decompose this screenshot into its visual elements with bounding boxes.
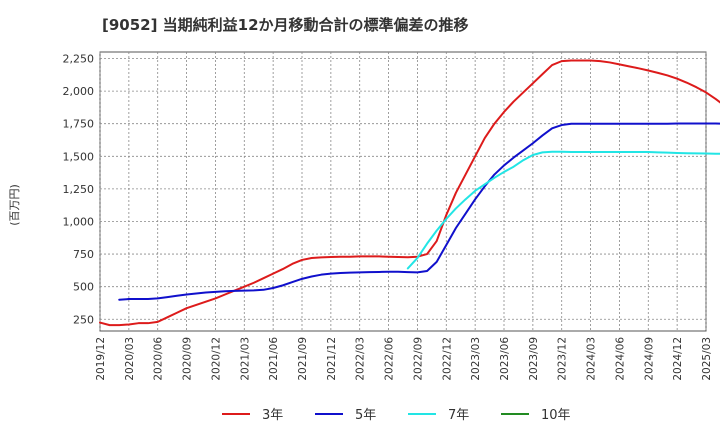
x-tick-label: 2022/03 xyxy=(355,337,367,381)
x-tick-label: 2023/06 xyxy=(499,337,511,381)
y-tick-label: 2,250 xyxy=(63,53,95,66)
y-tick-label: 1,000 xyxy=(63,215,95,228)
chart-title: [9052] 当期純利益12か月移動合計の標準偏差の推移 xyxy=(102,16,469,34)
x-tick-label: 2020/09 xyxy=(182,337,194,381)
x-tick-label: 2023/09 xyxy=(528,337,540,381)
legend-label: 10年 xyxy=(541,408,571,423)
x-tick-label: 2020/06 xyxy=(153,337,165,381)
y-axis-label: (百万円) xyxy=(8,184,21,226)
x-axis-tick-labels: 2019/12 2020/03 2020/06 2020/09 2020/12 2021/… xyxy=(95,337,713,381)
series-line-3年 xyxy=(99,59,720,327)
y-tick-label: 500 xyxy=(73,281,94,294)
legend-label: 5年 xyxy=(355,408,376,423)
plot-area xyxy=(99,51,707,332)
y-tick-label: 1,500 xyxy=(63,150,95,163)
x-tick-label: 2023/03 xyxy=(470,337,482,381)
x-tick-label: 2020/12 xyxy=(210,337,222,381)
x-tick-label: 2022/09 xyxy=(412,337,424,381)
x-tick-label: 2021/12 xyxy=(326,337,338,381)
x-tick-label: 2024/06 xyxy=(614,337,626,381)
series-line-7年 xyxy=(406,150,720,270)
y-tick-label: 1,750 xyxy=(63,118,95,131)
x-tick-label: 2024/09 xyxy=(643,337,655,381)
x-tick-label: 2021/06 xyxy=(268,337,280,381)
x-tick-label: 2024/12 xyxy=(672,337,684,381)
x-tick-label: 2021/09 xyxy=(297,337,309,381)
legend-label: 3年 xyxy=(262,408,283,423)
x-tick-label: 2022/06 xyxy=(384,337,396,381)
series-line-5年 xyxy=(118,122,720,301)
x-tick-label: 2022/12 xyxy=(441,337,453,381)
x-tick-label: 2020/03 xyxy=(124,337,136,381)
grid-lines xyxy=(99,52,707,331)
y-tick-label: 250 xyxy=(73,313,94,326)
y-tick-label: 2,000 xyxy=(63,85,95,98)
x-tick-label: 2024/03 xyxy=(586,337,598,381)
legend: 3年 5年 7年 10年 xyxy=(222,408,571,423)
x-tick-label: 2023/12 xyxy=(557,337,569,381)
series-lines xyxy=(99,59,720,327)
x-tick-label: 2025/03 xyxy=(701,337,713,381)
y-tick-label: 1,250 xyxy=(63,183,95,196)
x-tick-label: 2021/03 xyxy=(239,337,251,381)
legend-label: 7年 xyxy=(448,408,469,423)
y-tick-label: 750 xyxy=(73,248,94,261)
x-tick-label: 2019/12 xyxy=(95,337,107,381)
y-axis-tick-labels: 250 500 750 1,000 1,250 1,500 1,750 2,000 2,250 xyxy=(63,53,95,327)
